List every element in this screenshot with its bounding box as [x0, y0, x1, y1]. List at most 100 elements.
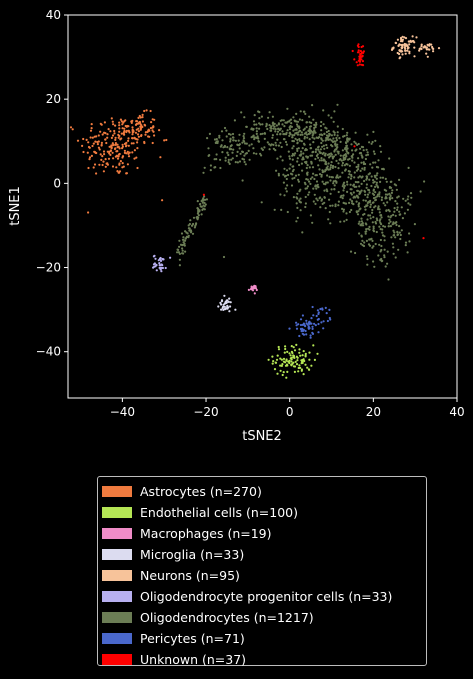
- point-oligodendrocytes: [291, 158, 294, 161]
- point-pericytes: [299, 327, 303, 330]
- point-oligodendrocytes: [295, 196, 298, 199]
- point-astrocytes: [88, 158, 91, 161]
- point-oligodendrocytes: [356, 189, 359, 192]
- point-oligodendrocytes: [373, 265, 376, 268]
- point-oligodendrocytes: [309, 147, 313, 150]
- point-oligodendrocytes: [293, 134, 296, 137]
- point-oligodendrocytes: [372, 150, 375, 153]
- point-oligodendrocytes: [179, 243, 183, 246]
- point-oligodendrocytes: [184, 250, 187, 253]
- point-oligodendrocytes: [393, 210, 396, 213]
- point-oligodendrocytes: [271, 136, 274, 139]
- point-astrocytes: [111, 120, 114, 123]
- point-oligodendrocytes: [312, 118, 315, 121]
- point-astrocytes: [136, 141, 139, 144]
- point-oligodendrocytes: [394, 256, 397, 259]
- point-endothelial-cells: [282, 371, 285, 374]
- point-microglia: [228, 297, 231, 300]
- point-oligodendrocytes: [301, 119, 304, 122]
- point-oligodendrocytes: [300, 150, 303, 153]
- point-oligodendrocytes: [181, 252, 184, 255]
- point-oligodendrocytes: [271, 115, 274, 118]
- point-oligodendrocytes: [286, 129, 289, 132]
- point-oligodendrocytes: [306, 164, 309, 167]
- point-unknown: [353, 58, 356, 61]
- point-oligodendrocytes: [196, 215, 199, 219]
- point-oligodendrocytes: [369, 203, 372, 206]
- point-oligodendrocytes: [384, 265, 387, 268]
- point-astrocytes: [140, 134, 143, 138]
- point-pericytes: [319, 307, 322, 311]
- point-oligodendrocytes: [322, 109, 325, 112]
- point-oligodendrocytes: [330, 188, 333, 191]
- point-astrocytes: [133, 157, 136, 160]
- point-oligodendrocytes: [321, 152, 324, 155]
- point-oligodendrocytes: [235, 154, 238, 157]
- point-astrocytes: [104, 138, 107, 141]
- point-neurons: [418, 49, 421, 52]
- point-astrocytes: [106, 133, 109, 136]
- point-endothelial-cells: [290, 350, 293, 353]
- point-oligodendrocytes: [389, 225, 392, 228]
- point-oligodendrocytes: [239, 152, 242, 155]
- point-oligodendrocytes: [337, 200, 340, 203]
- point-oligodendrocytes: [395, 223, 398, 227]
- point-oligodendrocytes: [362, 244, 366, 248]
- point-astrocytes: [109, 153, 112, 156]
- point-astrocytes: [95, 172, 98, 175]
- point-oligodendrocytes: [379, 145, 382, 148]
- y-axis-label: tSNE1: [8, 186, 23, 226]
- point-oligodendrocytes: [209, 169, 212, 172]
- point-oligodendrocytes: [263, 146, 266, 149]
- point-oligodendrocytes: [379, 250, 382, 253]
- point-oligodendrocytes: [229, 137, 232, 140]
- point-endothelial-cells: [277, 348, 281, 351]
- legend-label: Neurons (n=95): [140, 568, 240, 583]
- point-astrocytes: [123, 149, 126, 152]
- point-oligodendrocytes: [374, 205, 377, 208]
- point-oligodendrocytes: [312, 200, 315, 203]
- point-oligodendrocytes: [321, 145, 324, 148]
- point-pericytes: [315, 314, 318, 318]
- point-oligodendrocytes: [207, 147, 210, 150]
- point-astrocytes: [124, 145, 128, 148]
- point-oligodendrocytes: [339, 196, 342, 199]
- point-oligodendrocytes: [332, 180, 335, 183]
- legend: Astrocytes (n=270) Endothelial cells (n=1…: [97, 476, 427, 667]
- point-oligodendrocytes: [337, 152, 340, 155]
- point-endothelial-cells: [293, 356, 296, 359]
- point-endothelial-cells: [267, 358, 270, 361]
- point-oligodendrocytes: [284, 140, 288, 144]
- point-astrocytes: [150, 121, 153, 124]
- point-oligodendrocytes: [370, 237, 373, 240]
- point-oligodendrocytes: [337, 162, 340, 165]
- point-oligodendrocytes: [400, 206, 403, 209]
- point-oligodendrocytes: [297, 178, 300, 181]
- point-oligodendrocytes: [309, 125, 312, 128]
- point-oligodendrocytes: [203, 205, 206, 208]
- point-oligodendrocytes: [378, 211, 381, 214]
- point-astrocytes: [123, 120, 126, 123]
- point-oligodendrocytes: [326, 146, 329, 149]
- point-astrocytes: [137, 116, 140, 119]
- point-oligodendrocytes: [396, 206, 399, 209]
- point-oligodendrocytes: [344, 168, 347, 171]
- point-oligodendrocytes: [176, 251, 179, 254]
- point-oligodendrocytes: [231, 157, 234, 160]
- point-macrophages: [250, 285, 253, 288]
- point-oligodendrocytes: [187, 224, 190, 227]
- point-oligodendrocytes: [266, 141, 269, 144]
- point-oligodendrocytes: [234, 161, 237, 164]
- point-oligodendrocytes: [250, 128, 253, 131]
- point-oligodendrocytes: [318, 173, 322, 176]
- point-unknown: [361, 64, 365, 67]
- point-oligodendrocytes: [256, 135, 259, 138]
- legend-item: Neurons (n=95): [102, 565, 426, 586]
- x-tick-label: −40: [110, 405, 135, 419]
- point-oligodendrocytes: [365, 239, 368, 242]
- point-oligodendrocytes: [270, 127, 273, 130]
- point-astrocytes: [123, 127, 126, 130]
- point-astrocytes: [145, 109, 148, 112]
- point-oligodendrocytes: [289, 163, 292, 166]
- point-unknown: [361, 54, 364, 57]
